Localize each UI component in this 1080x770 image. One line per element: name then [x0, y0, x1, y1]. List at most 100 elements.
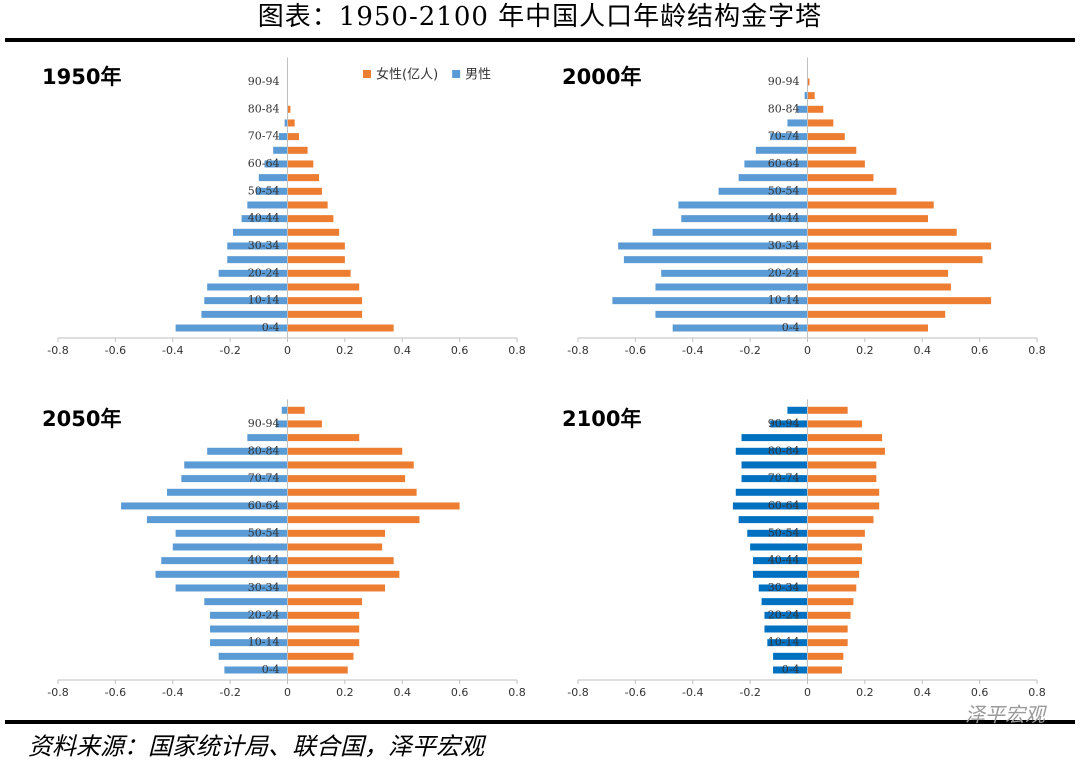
bar — [732, 502, 808, 510]
bar — [655, 283, 808, 291]
bar — [752, 570, 808, 578]
x-tick-label: -0.6 — [625, 686, 646, 699]
bar — [735, 447, 808, 455]
x-tick-label: 0.2 — [856, 344, 874, 357]
bar — [201, 310, 288, 318]
bar — [761, 598, 808, 606]
x-tick-label: 0.8 — [508, 344, 526, 357]
bar — [807, 529, 865, 537]
bar — [210, 639, 288, 647]
category-label: 40-44 — [768, 554, 800, 567]
bar — [807, 92, 815, 100]
category-label: 20-24 — [248, 266, 280, 279]
bottom-rule — [5, 720, 1075, 724]
category-label: 50-54 — [768, 526, 800, 539]
x-tick-label: 0.6 — [971, 686, 989, 699]
x-tick-label: -0.2 — [739, 344, 760, 357]
bar — [807, 666, 842, 674]
bar — [247, 434, 288, 442]
x-tick-label: 0.4 — [394, 344, 412, 357]
x-tick-label: -0.8 — [567, 686, 588, 699]
bar — [287, 146, 308, 154]
bar — [167, 488, 288, 496]
bar — [287, 105, 291, 113]
bar — [770, 133, 808, 141]
x-tick-label: 0.2 — [336, 344, 354, 357]
category-label: 10-14 — [248, 294, 280, 307]
legend-label: 男性 — [465, 68, 491, 83]
bar — [161, 557, 288, 565]
bar — [287, 447, 403, 455]
bar — [227, 242, 288, 250]
bar — [287, 611, 360, 619]
bar — [146, 516, 288, 524]
category-label: 70-74 — [248, 472, 280, 485]
bar — [241, 215, 288, 223]
bar — [807, 584, 857, 592]
bar — [807, 434, 883, 442]
x-tick-label: 0.8 — [1028, 344, 1046, 357]
legend-swatch — [363, 70, 371, 78]
bar — [218, 652, 288, 660]
x-tick-label: -0.4 — [682, 344, 703, 357]
bar — [735, 488, 808, 496]
bar — [287, 639, 360, 647]
bar — [807, 557, 863, 565]
x-tick-label: 0.8 — [1028, 686, 1046, 699]
bar — [773, 666, 808, 674]
bar — [678, 201, 808, 209]
bar — [807, 570, 860, 578]
bar — [287, 666, 348, 674]
category-label: 50-54 — [248, 184, 280, 197]
bar — [287, 488, 417, 496]
category-label: 80-84 — [768, 102, 800, 115]
x-tick-label: 0.8 — [508, 686, 526, 699]
category-label: 70-74 — [768, 130, 800, 143]
bar — [287, 475, 406, 483]
chart-title: 1950年 — [42, 65, 121, 89]
bar — [287, 187, 322, 195]
category-label: 60-64 — [768, 157, 800, 170]
bar — [618, 242, 808, 250]
bar — [155, 570, 288, 578]
bar — [807, 310, 946, 318]
category-label: 30-34 — [248, 239, 280, 252]
category-label: 80-84 — [248, 102, 280, 115]
bar — [807, 324, 928, 332]
x-tick-label: -0.2 — [219, 344, 240, 357]
x-tick-label: -0.8 — [47, 686, 68, 699]
bar — [184, 461, 288, 469]
category-label: 80-84 — [768, 444, 800, 457]
bar — [121, 502, 288, 510]
bar — [807, 174, 874, 182]
bar — [718, 187, 808, 195]
bar — [807, 269, 949, 277]
bar — [807, 447, 885, 455]
x-tick-label: -0.4 — [682, 686, 703, 699]
bar — [807, 461, 877, 469]
x-tick-label: 0.4 — [394, 686, 412, 699]
bar — [807, 187, 897, 195]
category-label: 10-14 — [248, 636, 280, 649]
x-tick-label: -0.6 — [105, 344, 126, 357]
bar — [207, 447, 288, 455]
bar — [807, 488, 880, 496]
bar — [273, 146, 288, 154]
bar — [744, 160, 808, 168]
bar — [797, 105, 808, 113]
bar — [681, 215, 808, 223]
bar — [278, 133, 288, 141]
bar — [807, 105, 824, 113]
category-label: 10-14 — [768, 294, 800, 307]
x-tick-label: -0.2 — [739, 686, 760, 699]
bar — [287, 215, 334, 223]
x-tick-label: -0.4 — [162, 344, 183, 357]
bar — [287, 283, 360, 291]
bar — [807, 78, 810, 86]
bar — [172, 543, 288, 551]
bar — [287, 557, 394, 565]
x-tick-label: -0.8 — [47, 344, 68, 357]
bar — [224, 666, 288, 674]
x-tick-label: 0.4 — [914, 686, 932, 699]
